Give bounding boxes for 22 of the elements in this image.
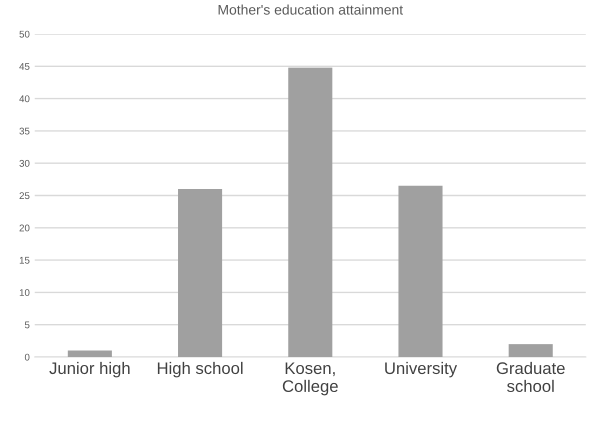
x-tick-label: High school [158, 362, 242, 378]
x-tick-label: Junior high [49, 362, 130, 378]
y-tick-label: 5 [24, 322, 30, 328]
y-tick-label: 40 [19, 95, 30, 102]
x-tick-label: University [385, 362, 458, 378]
y-tick-label: 10 [20, 289, 30, 296]
x-tick-label: Graduate school [496, 362, 565, 392]
y-tick-label: 0 [24, 354, 30, 361]
y-tick-label: 25 [20, 192, 30, 200]
x-tick-label: Kosen, College [282, 362, 338, 396]
y-tick-label: 20 [20, 224, 30, 232]
y-tick-label: 30 [19, 160, 30, 167]
bar [398, 186, 443, 357]
bar [508, 344, 553, 357]
y-tick-label: 45 [19, 63, 30, 70]
y-tick-label: 15 [20, 256, 30, 264]
bar [68, 350, 112, 357]
y-tick-label: 35 [19, 128, 30, 135]
bar [178, 189, 222, 357]
chart-title: Mother's education attainment [218, 4, 403, 15]
bar [288, 68, 332, 357]
y-tick-label: 50 [19, 30, 30, 38]
